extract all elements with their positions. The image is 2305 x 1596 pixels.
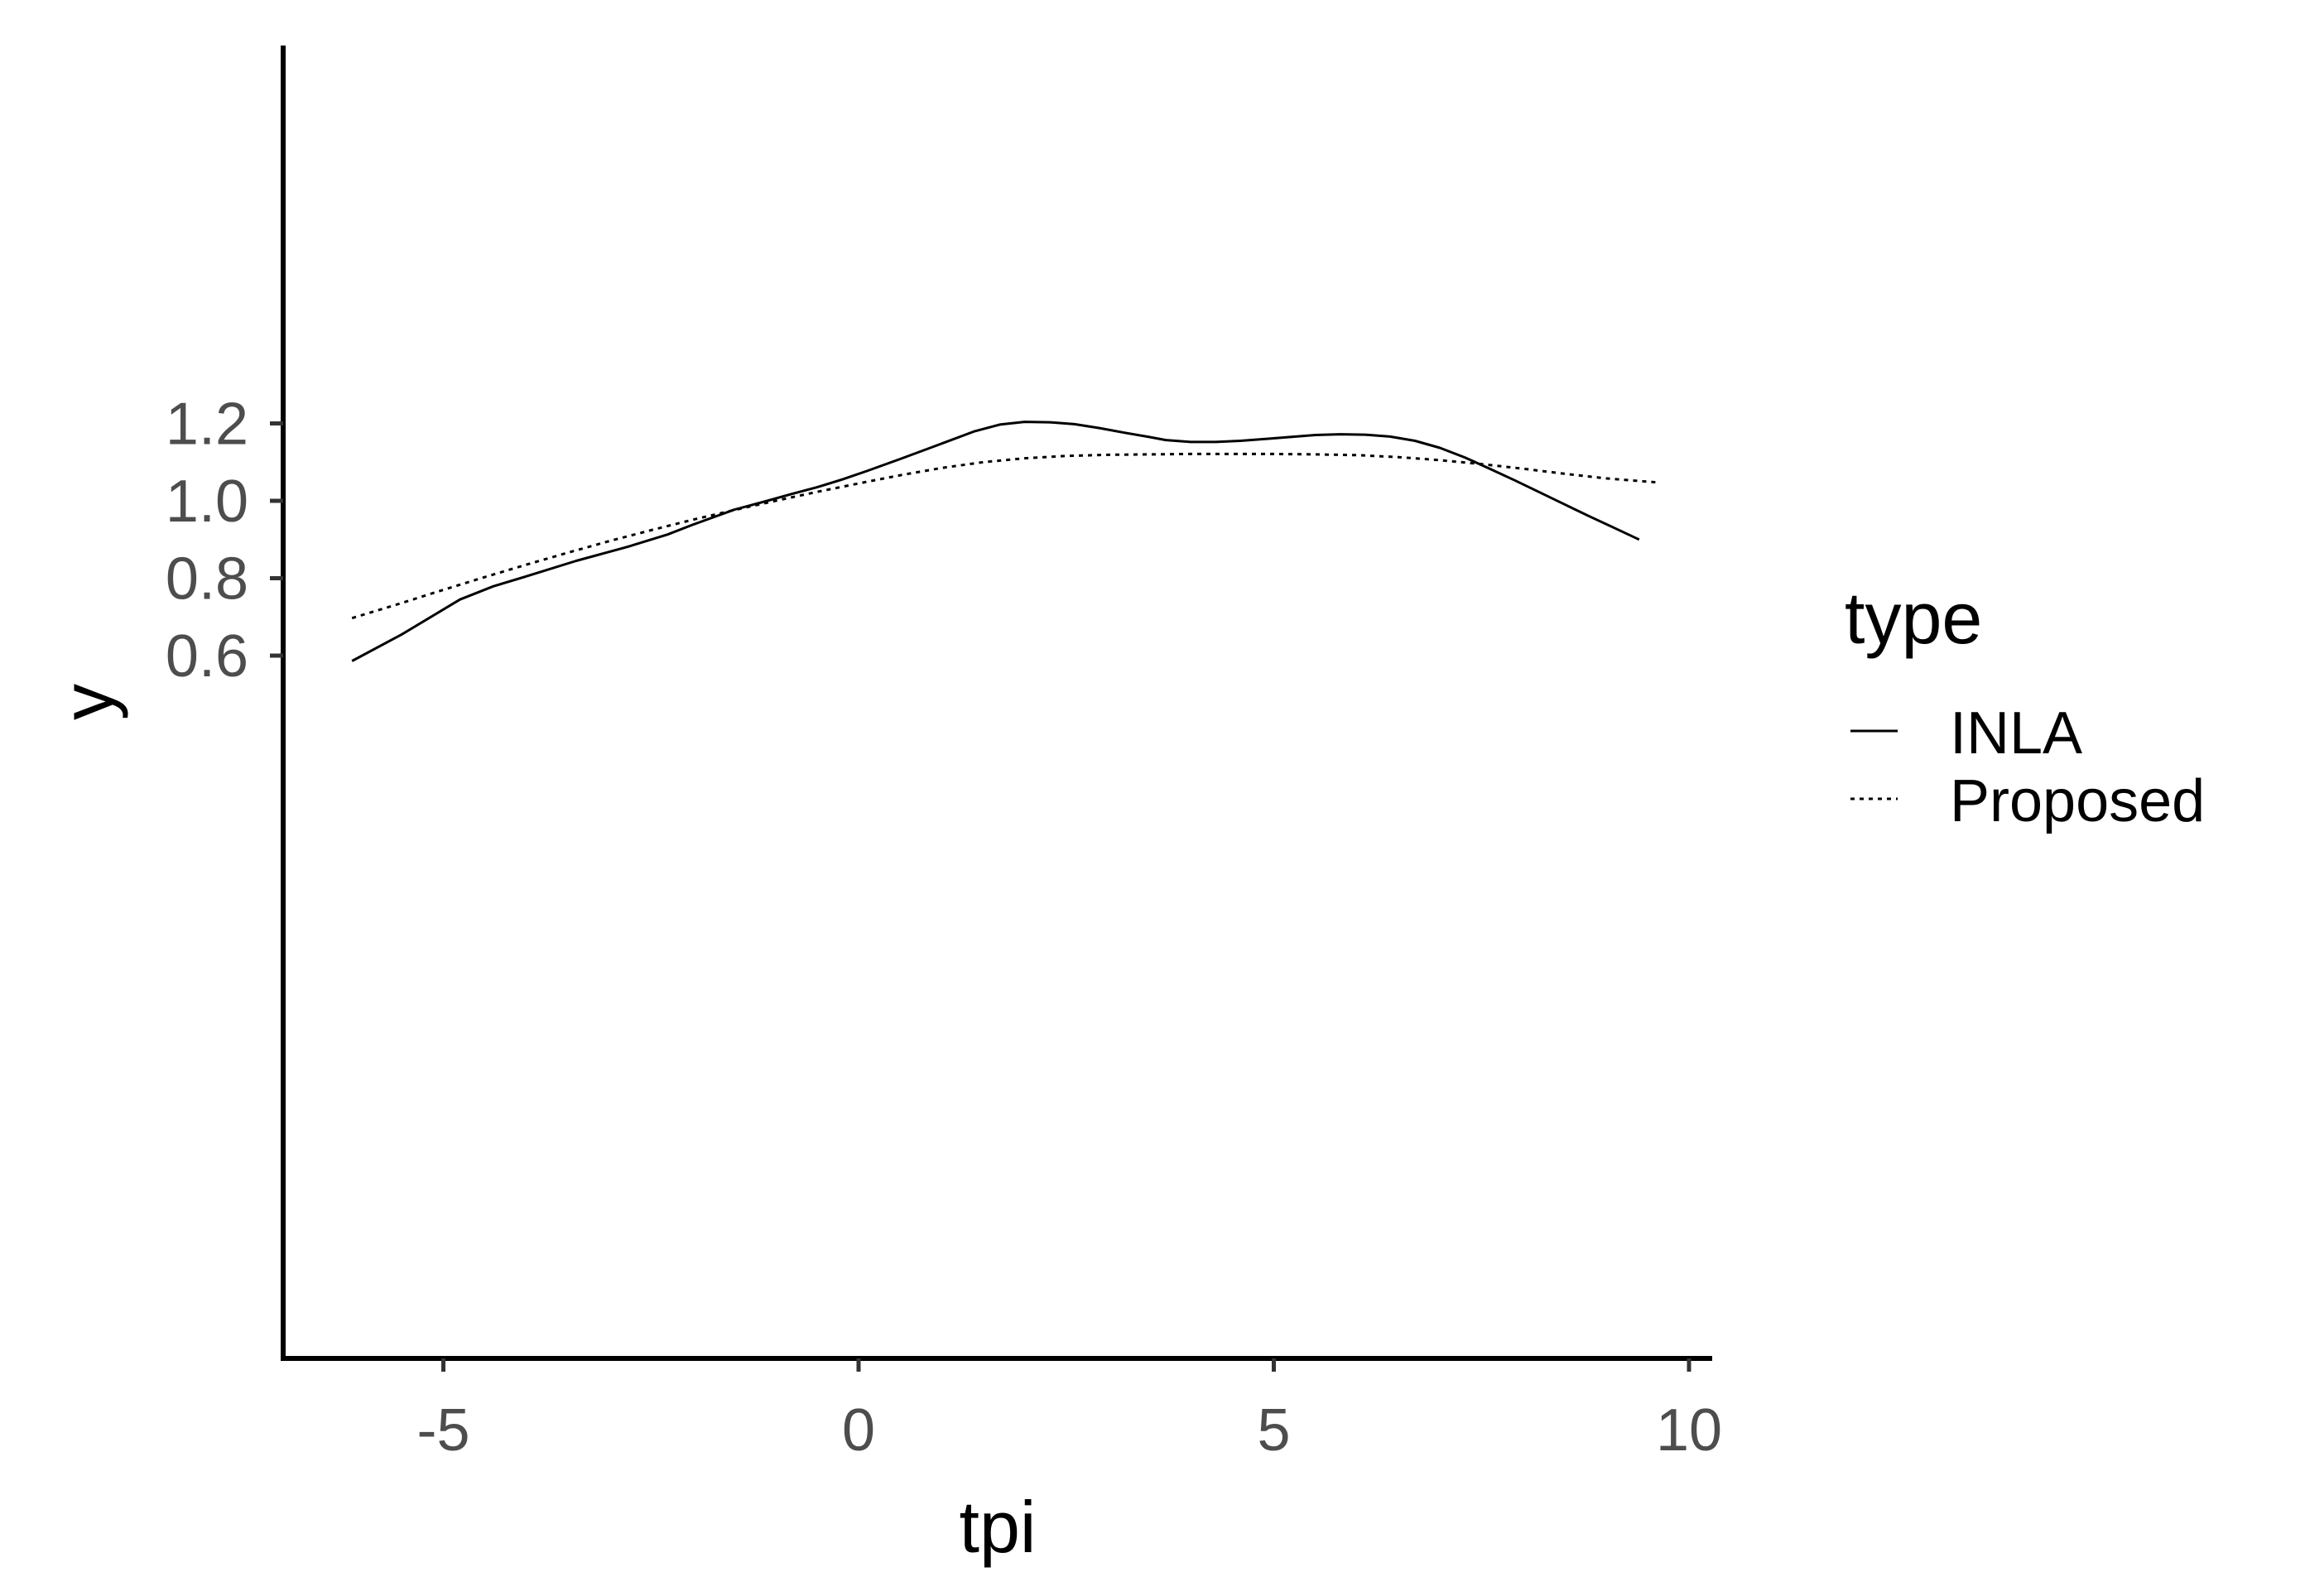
series-line-inla (351, 421, 1640, 662)
x-tick-label: 5 (1257, 1397, 1290, 1464)
legend-label-inla: INLA (1950, 700, 2082, 767)
legend-title: type (1845, 577, 1982, 659)
y-tick-label: 0.8 (166, 546, 248, 613)
x-tick-label: -5 (416, 1397, 469, 1464)
x-tick-label: 0 (842, 1397, 875, 1464)
x-axis-title: tpi (960, 1486, 1037, 1568)
ticks: -5 0 5 10 0.6 0.8 1.0 1.2 (166, 392, 1722, 1464)
legend-label-proposed: Proposed (1950, 768, 2205, 834)
x-tick-label: 10 (1656, 1397, 1722, 1464)
plot-lines (351, 421, 1657, 662)
y-tick-label: 0.6 (166, 623, 248, 690)
y-tick-label: 1.0 (166, 469, 248, 535)
legend: type INLA Proposed (1845, 577, 2205, 834)
series-line-proposed (351, 452, 1657, 620)
y-tick-label: 1.2 (166, 392, 248, 458)
y-axis-title: y (46, 684, 128, 720)
